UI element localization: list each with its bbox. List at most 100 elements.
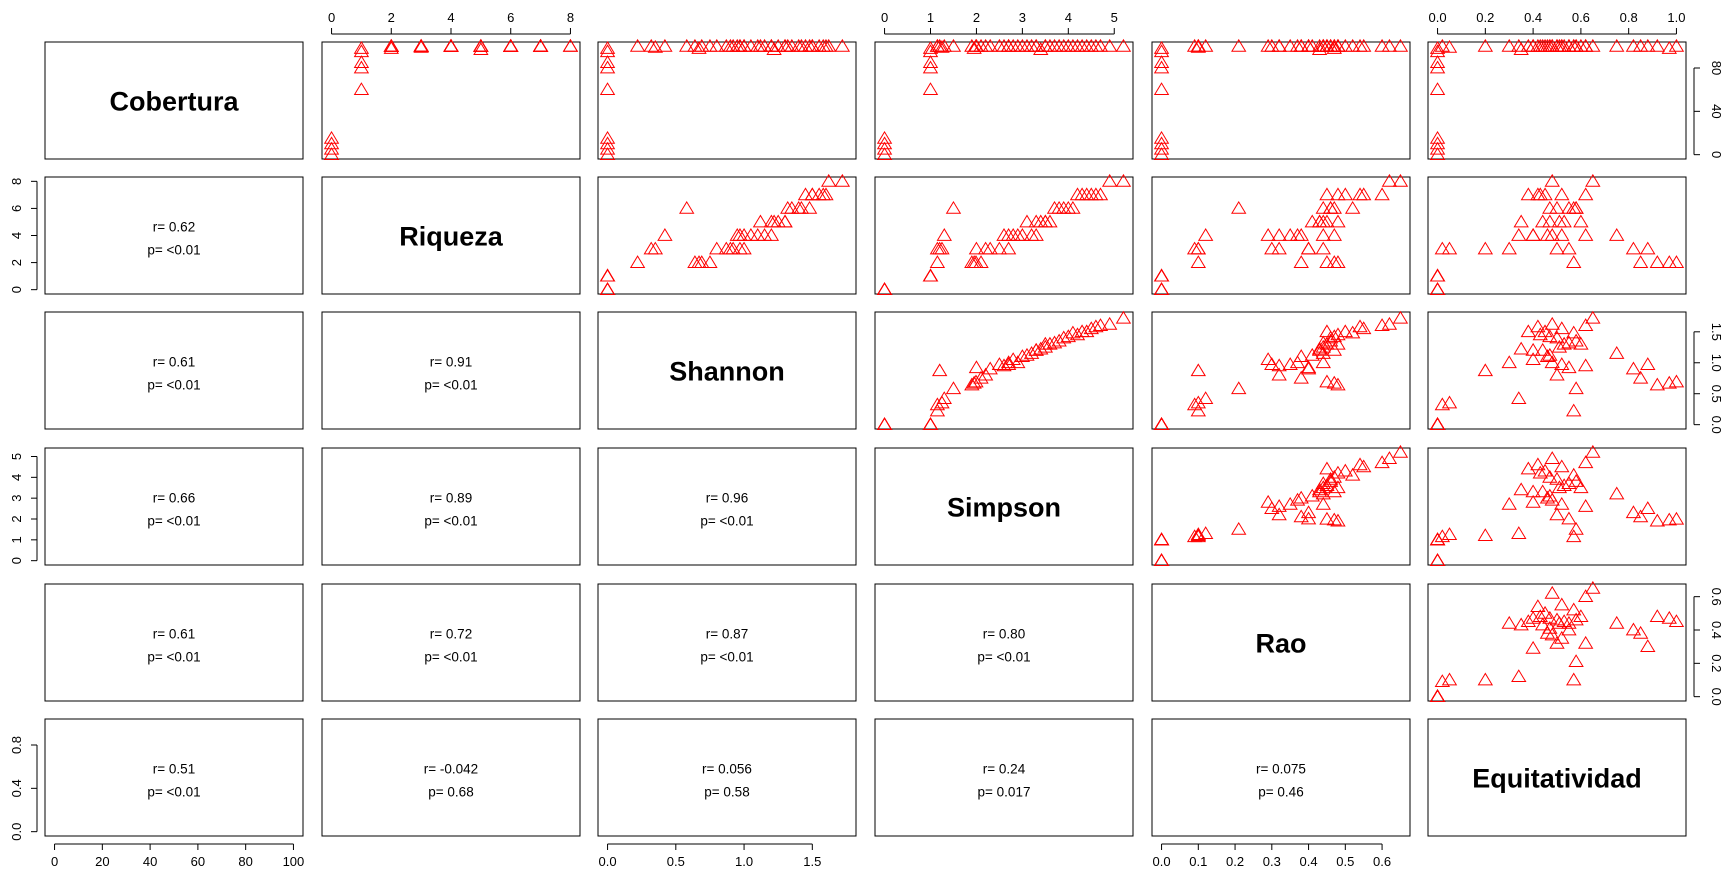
panel-rao-vs-riqueza [321, 583, 581, 702]
data-point [1525, 640, 1541, 654]
variable-label-riqueza: Riqueza [399, 222, 504, 252]
data-point [766, 214, 782, 228]
data-point [1190, 363, 1207, 377]
data-point [1355, 459, 1372, 473]
data-point [1429, 689, 1446, 703]
data-point [1566, 529, 1582, 543]
data-point [922, 417, 939, 431]
data-point [1625, 505, 1642, 519]
data-point [1441, 527, 1458, 540]
data-point [820, 173, 837, 187]
data-point [1668, 255, 1685, 268]
data-point [1640, 639, 1656, 653]
tick-label: 0.2 [1226, 854, 1244, 869]
data-point [1525, 228, 1541, 241]
correlation-r: r= -0.042 [424, 762, 478, 777]
data-point [1319, 374, 1335, 388]
data-point [1429, 417, 1446, 431]
data-point [1153, 553, 1170, 567]
data-point [503, 38, 519, 52]
data-point [1190, 395, 1207, 409]
data-point [1190, 529, 1207, 543]
correlation-r: r= 0.075 [1256, 762, 1306, 777]
tick-label: 40 [1709, 104, 1724, 118]
data-point [804, 187, 821, 201]
correlation-r: r= 0.61 [153, 627, 195, 642]
data-point [1069, 187, 1086, 201]
data-point [1525, 484, 1541, 498]
data-point [1315, 346, 1331, 359]
data-point [1046, 335, 1063, 349]
data-point [1078, 324, 1095, 338]
data-point [1271, 358, 1287, 372]
data-point [922, 268, 939, 282]
data-point [1429, 689, 1446, 703]
tick-label: 1.0 [1709, 354, 1724, 372]
data-point [443, 38, 459, 52]
panel-frame [1427, 718, 1687, 837]
data-point [353, 82, 370, 96]
data-point [815, 38, 831, 52]
data-point [1326, 329, 1342, 343]
data-point [1046, 200, 1063, 214]
data-point [1037, 214, 1054, 228]
correlation-p: p= <0.01 [424, 650, 477, 665]
data-point [1542, 488, 1558, 502]
data-point [1337, 324, 1354, 338]
data-point [1153, 532, 1170, 546]
correlation-p: p= <0.01 [700, 650, 753, 665]
data-point [1542, 347, 1558, 361]
data-point [1561, 200, 1577, 214]
data-point [1429, 689, 1446, 703]
data-point [1542, 610, 1558, 624]
data-point [1322, 471, 1339, 485]
data-point [1625, 622, 1642, 636]
data-point [1429, 268, 1446, 282]
data-point [1153, 553, 1170, 567]
data-point [599, 268, 616, 282]
data-point [1649, 513, 1666, 527]
data-point [1153, 417, 1170, 431]
data-point [694, 255, 710, 268]
data-point [1568, 381, 1584, 395]
data-point [1525, 342, 1541, 356]
data-point [743, 228, 759, 241]
data-point [1554, 597, 1570, 611]
data-point [1101, 173, 1118, 187]
data-point [1153, 417, 1170, 431]
left-axis-equitatividad: 0.0 0.4 0.8 [9, 736, 38, 841]
data-point [1330, 214, 1346, 228]
data-point [1315, 496, 1331, 510]
data-point [1264, 357, 1280, 370]
data-point [1520, 614, 1537, 628]
data-point [1260, 228, 1276, 241]
data-point [1056, 330, 1072, 344]
data-point [1566, 38, 1582, 52]
data-point [922, 268, 939, 282]
tick-label: 0 [51, 854, 58, 869]
tick-label: 0.6 [1373, 854, 1391, 869]
data-point [1429, 417, 1446, 431]
tick-label: 0.4 [9, 779, 24, 797]
data-point [1429, 417, 1446, 431]
data-point [1525, 228, 1541, 241]
data-point [876, 417, 893, 431]
data-point [1319, 324, 1335, 338]
data-point [763, 228, 780, 241]
panel-simpson-vs-cobertura [44, 447, 304, 566]
panel-frame [321, 447, 581, 566]
tick-label: 4 [1065, 10, 1072, 25]
data-point [1326, 512, 1342, 526]
data-point [876, 282, 893, 296]
data-point [1632, 370, 1649, 384]
correlation-r: r= 0.80 [983, 627, 1025, 642]
data-point [1429, 268, 1446, 282]
data-point [1153, 268, 1170, 282]
data-point [1632, 625, 1649, 639]
correlation-p: p= 0.017 [978, 785, 1031, 800]
panel-frame [597, 447, 857, 566]
data-point [1609, 38, 1625, 52]
data-point [964, 377, 980, 391]
correlation-p: p= 0.68 [428, 785, 473, 800]
data-point [1511, 526, 1527, 539]
